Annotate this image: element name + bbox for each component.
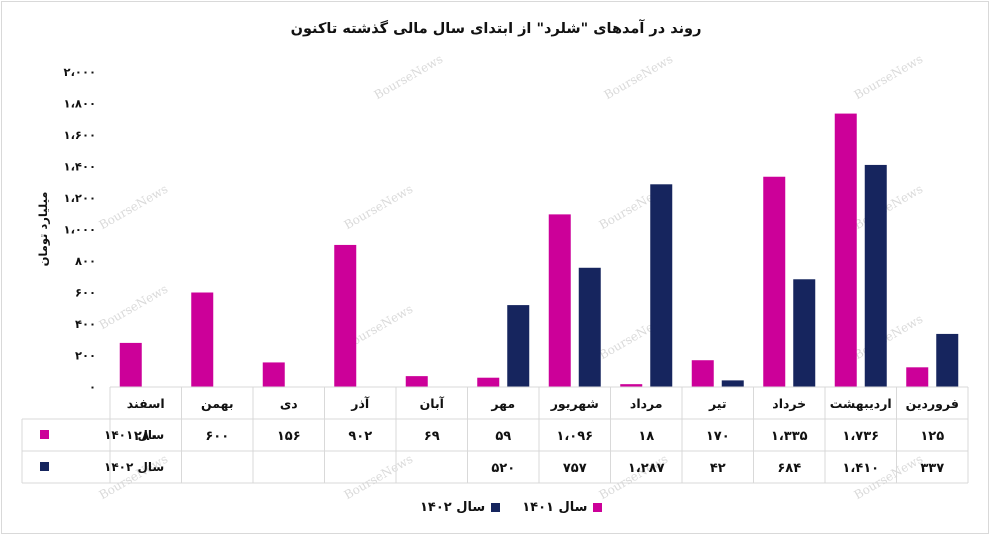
data-label: ۹۰۲ (348, 429, 372, 444)
x-category-label: اردیبهشت (830, 396, 892, 411)
x-category-label: شهریور (550, 396, 599, 411)
x-category-label: فروردین (906, 396, 959, 411)
y-tick-label: ۶۰۰ (75, 286, 96, 300)
bar-1401 (691, 360, 714, 387)
table-legend-swatch (40, 462, 49, 471)
data-label: ۲۸۰ (134, 429, 158, 444)
bar-1402 (507, 305, 530, 387)
data-label: ۱،۰۹۶ (556, 429, 593, 444)
bar-1402 (578, 267, 601, 387)
chart-title: روند در آمدهای "شلرد" از ابتدای سال مالی… (290, 21, 702, 37)
bar-1401 (405, 376, 428, 387)
x-category-label: آذر (350, 396, 370, 411)
data-label: ۵۹ (495, 429, 511, 444)
bar-1401 (477, 377, 500, 387)
x-category-label: دی (280, 396, 298, 411)
data-label: ۱۷۰ (706, 429, 730, 444)
data-label: ۶۹ (424, 429, 440, 444)
data-label: ۱،۲۸۷ (628, 461, 665, 476)
y-tick-label: ۱،۸۰۰ (64, 97, 96, 111)
legend: سال ۱۴۰۱ سال ۱۴۰۲ (420, 500, 603, 515)
data-label: ۱،۳۳۵ (771, 429, 808, 444)
bar-1402 (864, 164, 887, 387)
bar-1402 (721, 380, 744, 387)
bar-1401 (906, 367, 929, 387)
legend-item-1401: سال ۱۴۰۱ (522, 500, 603, 515)
y-tick-label: ۱،۰۰۰ (64, 223, 96, 237)
bar-1401 (548, 214, 571, 387)
bar-1402 (936, 333, 959, 387)
data-label: ۶۰۰ (205, 429, 229, 444)
data-label: ۱۵۶ (277, 429, 301, 444)
x-category-label: مرداد (630, 396, 663, 411)
x-category-label: تیر (708, 396, 727, 411)
y-tick-label: ۸۰۰ (75, 254, 96, 268)
table-series-label: سال ۱۴۰۲ (104, 460, 164, 474)
x-category-label: بهمن (201, 396, 234, 411)
data-label: ۱۸ (638, 429, 654, 444)
table-legend-swatch (40, 430, 49, 439)
y-tick-label: ۲۰۰ (75, 349, 96, 363)
x-category-label: خرداد (772, 396, 806, 411)
legend-label-1401: سال ۱۴۰۱ (522, 500, 588, 515)
x-category-label: اسفند (127, 396, 165, 411)
data-label: ۵۲۰ (491, 461, 515, 476)
legend-swatch-1402 (491, 503, 501, 512)
bar-1401 (191, 292, 214, 387)
y-tick-label: ۱،۴۰۰ (64, 160, 96, 174)
legend-swatch-1401 (593, 503, 603, 512)
data-label: ۱۲۵ (920, 429, 944, 444)
y-tick-label: ۰ (89, 380, 96, 394)
bar-1401 (262, 362, 285, 387)
bar-1402 (650, 184, 673, 387)
legend-item-1402: سال ۱۴۰۲ (420, 500, 501, 515)
y-tick-label: ۴۰۰ (75, 317, 96, 331)
y-tick-label: ۱،۲۰۰ (64, 191, 96, 205)
table-series-label: سال ۱۴۰۱ (104, 428, 164, 442)
bar-1401 (834, 113, 857, 387)
data-label: ۴۲ (710, 461, 726, 476)
bar-1401 (620, 384, 643, 387)
data-label: ۳۳۷ (920, 461, 944, 476)
bar-1401 (334, 244, 357, 387)
y-tick-label: ۲،۰۰۰ (64, 65, 96, 79)
data-label: ۷۵۷ (563, 461, 587, 476)
data-label: ۱،۷۳۶ (842, 429, 879, 444)
data-label: ۶۸۴ (777, 461, 801, 476)
x-category-label: آبان (420, 396, 445, 411)
legend-label-1402: سال ۱۴۰۲ (420, 500, 486, 515)
y-tick-label: ۱،۶۰۰ (64, 128, 96, 142)
bar-1402 (793, 279, 816, 387)
data-label: ۱،۴۱۰ (842, 461, 879, 476)
bar-1401 (119, 342, 142, 387)
x-category-label: مهر (490, 396, 515, 411)
bar-1401 (763, 176, 786, 387)
